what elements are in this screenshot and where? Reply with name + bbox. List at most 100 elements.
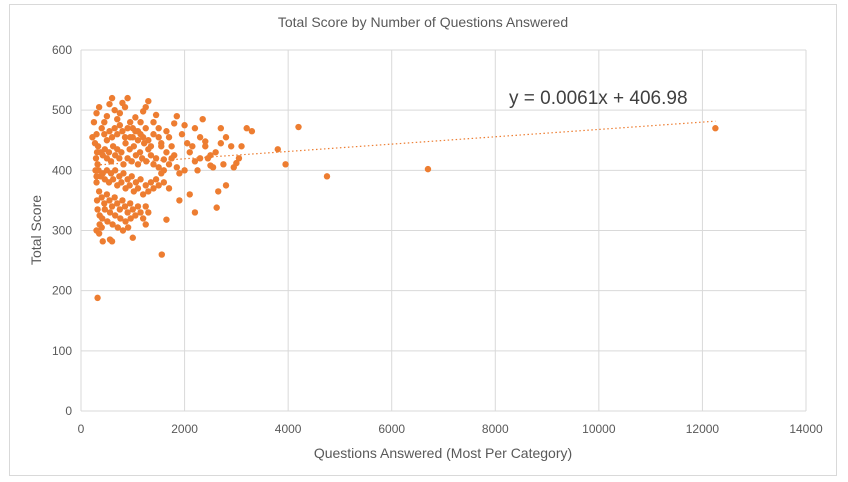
data-point [152, 155, 160, 162]
data-point [111, 125, 118, 132]
data-point [243, 125, 250, 132]
data-point [111, 167, 119, 174]
data-point [127, 215, 134, 222]
data-point [126, 182, 133, 189]
data-point [114, 200, 121, 207]
data-point [121, 203, 129, 210]
data-point [132, 212, 139, 219]
data-point [119, 197, 126, 204]
data-point [209, 164, 217, 171]
data-point [163, 216, 170, 223]
data-point [191, 125, 199, 132]
data-point [213, 204, 220, 211]
x-tick-label: 6000 [378, 422, 405, 436]
data-point [129, 234, 136, 241]
data-point [95, 188, 103, 195]
data-point [191, 158, 199, 165]
data-point [122, 218, 129, 225]
y-tick-label: 600 [52, 43, 72, 57]
data-point [712, 125, 719, 132]
data-point [134, 185, 142, 192]
data-point [274, 146, 281, 153]
data-point [101, 131, 108, 138]
data-point [160, 167, 168, 174]
data-point [132, 128, 139, 135]
data-point [152, 111, 160, 119]
chart-title: Total Score by Number of Questions Answe… [278, 14, 568, 30]
data-point [323, 173, 331, 180]
grid-lines [80, 49, 807, 412]
data-point [173, 164, 181, 171]
data-point [176, 170, 183, 177]
data-point [155, 164, 162, 171]
data-point [98, 224, 105, 231]
data-point [98, 125, 105, 132]
data-point [129, 134, 136, 141]
data-point [191, 209, 199, 216]
y-tick-label: 200 [52, 284, 72, 298]
data-point [137, 176, 144, 183]
data-point [106, 100, 113, 108]
data-point [126, 119, 134, 126]
data-point [104, 218, 111, 225]
data-point [136, 149, 144, 156]
data-point [108, 134, 116, 141]
data-point [282, 161, 289, 168]
y-axis-label: Total Score [28, 195, 44, 265]
data-point [160, 156, 168, 163]
data-point [222, 182, 230, 189]
data-point [93, 197, 101, 204]
data-point [109, 221, 116, 228]
data-point [145, 209, 152, 216]
data-point [165, 185, 173, 192]
data-point [145, 137, 152, 144]
data-point [122, 140, 129, 147]
trendline [96, 120, 716, 166]
data-point [142, 125, 149, 132]
data-point [217, 140, 225, 147]
data-point [93, 149, 101, 156]
x-tick-label: 10000 [582, 422, 616, 436]
data-point [202, 143, 209, 150]
data-point [108, 238, 116, 245]
data-point [106, 209, 114, 216]
data-point [92, 155, 100, 162]
data-point [94, 161, 101, 168]
x-tick-label: 12000 [686, 422, 720, 436]
x-tick-label: 8000 [482, 422, 509, 436]
data-point [98, 194, 105, 201]
data-point [103, 137, 111, 144]
data-point [238, 143, 245, 150]
data-point [103, 112, 111, 120]
data-point [233, 159, 240, 167]
x-tick-label: 4000 [275, 422, 302, 436]
data-point [109, 176, 117, 183]
data-point [130, 143, 138, 150]
data-point [114, 131, 121, 138]
data-point [142, 182, 149, 189]
data-point [189, 143, 196, 150]
y-tick-label: 100 [52, 344, 72, 358]
data-point [91, 140, 99, 147]
data-point [106, 128, 113, 135]
data-point [137, 119, 144, 126]
data-point [199, 115, 206, 123]
data-point [99, 238, 106, 245]
data-point [139, 215, 147, 222]
data-point [142, 221, 149, 228]
y-tick-label: 0 [65, 404, 72, 418]
data-point [94, 206, 101, 213]
data-point [137, 209, 144, 216]
x-axis-label: Questions Answered (Most Per Category) [314, 445, 572, 461]
data-point [134, 203, 142, 210]
data-point [95, 103, 103, 111]
data-point [101, 200, 108, 207]
data-point [128, 173, 135, 180]
data-point [119, 128, 126, 135]
data-point [117, 215, 124, 222]
chart-frame [9, 4, 837, 476]
data-point [105, 149, 113, 156]
data-point [108, 94, 116, 102]
